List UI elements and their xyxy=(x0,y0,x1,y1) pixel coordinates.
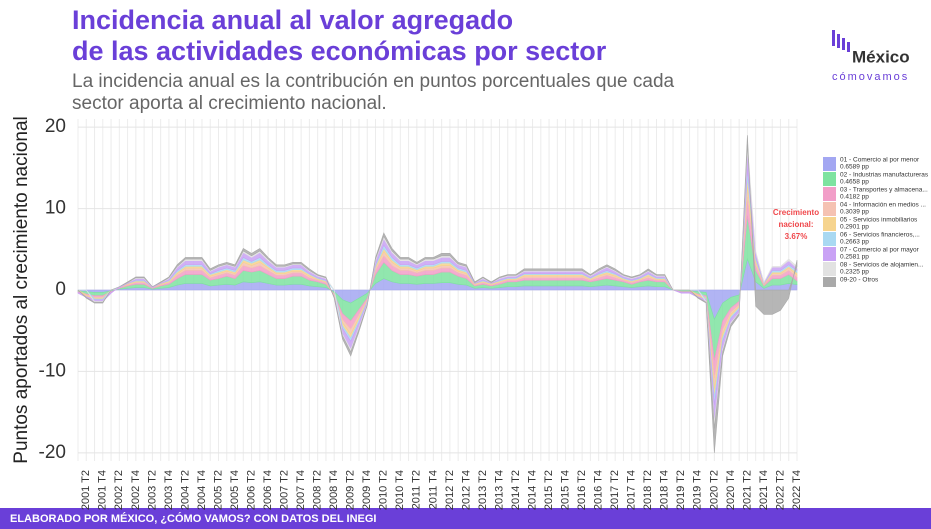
x-tick-label: 2008 T2 xyxy=(312,470,324,510)
legend-label: 04 - Información en medios ... xyxy=(840,202,926,209)
annotation: 3.67% xyxy=(785,232,808,241)
legend-value: 0.6589 pp xyxy=(840,164,869,171)
logo-bar xyxy=(832,30,835,46)
subtitle: sector aporta al crecimiento nacional. xyxy=(72,93,387,114)
x-tick-label: 2011 T2 xyxy=(411,470,423,509)
x-tick-label: 2020 T4 xyxy=(725,470,737,510)
x-tick-label: 2012 T2 xyxy=(444,470,456,510)
logo-text: cómovamos xyxy=(832,71,909,83)
x-tick-label: 2012 T4 xyxy=(460,470,472,510)
legend-swatch xyxy=(823,277,836,287)
x-tick-label: 2022 T4 xyxy=(791,470,803,510)
legend-value: 0.4182 pp xyxy=(840,194,869,201)
x-tick-label: 2001 T2 xyxy=(80,470,92,510)
y-tick-label: 10 xyxy=(45,198,66,219)
legend-label: 06 - Servicios financieros,... xyxy=(840,232,920,239)
x-tick-label: 2018 T2 xyxy=(642,470,654,510)
x-tick-label: 2013 T4 xyxy=(493,470,505,510)
y-tick-label: -20 xyxy=(39,442,66,463)
y-tick-label: 20 xyxy=(45,116,66,137)
x-tick-label: 2014 T2 xyxy=(510,470,522,510)
x-tick-label: 2010 T4 xyxy=(394,470,406,510)
x-tick-label: 2010 T2 xyxy=(378,470,390,510)
x-tick-label: 2021 T2 xyxy=(741,470,753,510)
legend-swatch xyxy=(823,217,836,231)
x-tick-label: 2014 T4 xyxy=(526,470,538,510)
x-tick-label: 2002 T4 xyxy=(130,470,142,510)
footer-bar xyxy=(0,508,931,529)
logo-text: México xyxy=(852,47,910,66)
x-tick-label: 2005 T4 xyxy=(229,470,241,510)
x-tick-label: 2019 T4 xyxy=(692,470,704,510)
x-tick-label: 2008 T4 xyxy=(328,470,340,510)
logo-bar xyxy=(837,34,840,48)
legend-value: 0.2901 pp xyxy=(840,224,869,231)
x-tick-label: 2004 T4 xyxy=(196,470,208,510)
x-tick-label: 2021 T4 xyxy=(758,470,770,510)
x-tick-label: 2015 T2 xyxy=(543,470,555,510)
chart-title: de las actividades económicas por sector xyxy=(72,36,607,66)
x-tick-label: 2005 T2 xyxy=(212,470,224,510)
footer: ELABORADO POR MÉXICO, ¿CÓMO VAMOS? CON D… xyxy=(10,512,376,525)
x-tick-label: 2006 T2 xyxy=(245,470,257,510)
y-tick-label: -10 xyxy=(39,360,66,381)
logo-bar xyxy=(847,42,850,52)
x-tick-label: 2015 T4 xyxy=(560,470,572,510)
legend-swatch xyxy=(823,202,836,216)
legend-swatch xyxy=(823,172,836,186)
x-tick-label: 2002 T2 xyxy=(113,470,125,510)
chart-title: Incidencia anual al valor agregado xyxy=(72,5,513,35)
x-tick-label: 2007 T2 xyxy=(279,470,291,510)
x-tick-label: 2017 T4 xyxy=(626,470,638,510)
x-tick-label: 2017 T2 xyxy=(609,470,621,510)
legend-swatch xyxy=(823,247,836,261)
logo-bar xyxy=(842,38,845,50)
area xyxy=(77,135,798,453)
logo: México cómovamos xyxy=(832,30,910,83)
legend-label: 08 - Servicios de alojamien... xyxy=(840,262,924,269)
subtitle: La incidencia anual es la contribución e… xyxy=(72,71,675,92)
annotation: Crecimiento xyxy=(773,208,819,217)
annotation: nacional: xyxy=(778,220,813,229)
x-tick-label: 2013 T2 xyxy=(477,470,489,510)
x-tick-label: 2016 T4 xyxy=(593,470,605,510)
x-tick-label: 2007 T4 xyxy=(295,470,307,510)
legend-label: 01 - Comercio al por menor xyxy=(840,157,920,164)
x-tick-label: 2009 T2 xyxy=(345,470,357,510)
legend-value: 0.4658 pp xyxy=(840,179,869,186)
x-tick-label: 2006 T4 xyxy=(262,470,274,510)
legend-value: 0.3039 pp xyxy=(840,209,869,216)
legend-label: 09-20 - Otros xyxy=(840,277,879,284)
x-tick-label: 2020 T2 xyxy=(708,470,720,510)
x-tick-label: 2003 T4 xyxy=(163,470,175,510)
x-tick-label: 2019 T2 xyxy=(675,470,687,510)
legend-value: 0.2663 pp xyxy=(840,239,869,246)
legend-swatch xyxy=(823,262,836,276)
x-tick-label: 2011 T4 xyxy=(427,470,439,509)
x-tick-label: 2018 T4 xyxy=(659,470,671,510)
x-tick-label: 2009 T4 xyxy=(361,470,373,510)
legend-swatch xyxy=(823,157,836,171)
legend-swatch xyxy=(823,232,836,246)
legend-value: 0.2325 pp xyxy=(840,269,869,276)
y-tick-label: 0 xyxy=(55,279,66,300)
legend-label: 05 - Servicios inmobiliarios xyxy=(840,217,918,224)
legend-label: 03 - Transportes y almacena... xyxy=(840,187,928,194)
legend-label: 07 - Comercio al por mayor xyxy=(840,247,920,254)
legend-label: 02 - Industrias manufactureras xyxy=(840,172,929,179)
legend-value: 0.2581 pp xyxy=(840,254,869,261)
x-tick-label: 2016 T2 xyxy=(576,470,588,510)
x-tick-label: 2022 T2 xyxy=(774,470,786,510)
x-tick-label: 2001 T4 xyxy=(97,470,109,510)
x-tick-label: 2004 T2 xyxy=(179,470,191,510)
legend-swatch xyxy=(823,187,836,201)
y-axis-label: Puntos aportados al crecimiento nacional xyxy=(11,116,32,463)
x-tick-label: 2003 T2 xyxy=(146,470,158,510)
